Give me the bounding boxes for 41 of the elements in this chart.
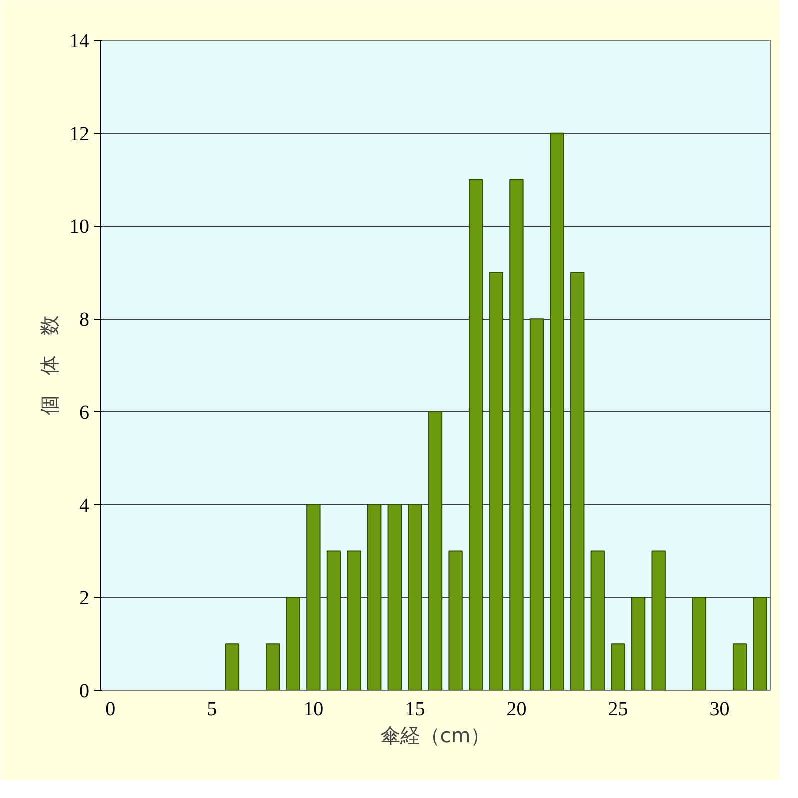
y-tick-label: 6 <box>80 402 90 424</box>
bar <box>489 272 504 690</box>
y-tick-label: 2 <box>80 588 90 610</box>
bar <box>347 550 362 690</box>
bar <box>225 644 240 690</box>
bar <box>611 644 626 690</box>
bar <box>570 272 585 690</box>
y-tick-label: 12 <box>70 123 90 146</box>
bar <box>326 550 342 690</box>
y-tick-label: 10 <box>70 216 90 238</box>
bar <box>510 179 524 690</box>
y-tick-label: 0 <box>80 680 90 702</box>
x-tick-label: 20 <box>506 698 527 720</box>
bar <box>652 550 666 690</box>
bar <box>631 597 646 690</box>
x-tick-label: 10 <box>304 698 324 720</box>
bar <box>732 644 748 690</box>
y-axis-title: 個 体 数 <box>38 316 62 416</box>
bar <box>469 179 484 690</box>
bar <box>286 597 300 690</box>
bar <box>692 597 707 690</box>
bar <box>408 504 422 690</box>
x-tick-label: 5 <box>207 698 218 720</box>
x-tick-label: 25 <box>608 698 628 720</box>
bar <box>590 550 606 690</box>
x-tick-label: 0 <box>106 698 116 720</box>
bar <box>306 504 321 690</box>
bar <box>753 597 768 690</box>
bar <box>530 318 544 690</box>
bar <box>388 504 402 690</box>
y-tick-label: 14 <box>70 30 90 52</box>
bar <box>448 550 463 690</box>
bar <box>367 504 382 690</box>
y-tick-label: 4 <box>80 494 90 517</box>
y-tick-label: 8 <box>80 309 90 332</box>
x-tick-label: 15 <box>405 698 426 720</box>
x-axis-title: 傘経（cm） <box>380 724 491 748</box>
bar <box>550 132 564 690</box>
bar <box>428 411 443 690</box>
x-tick-label: 30 <box>710 698 730 720</box>
bar <box>266 644 280 690</box>
